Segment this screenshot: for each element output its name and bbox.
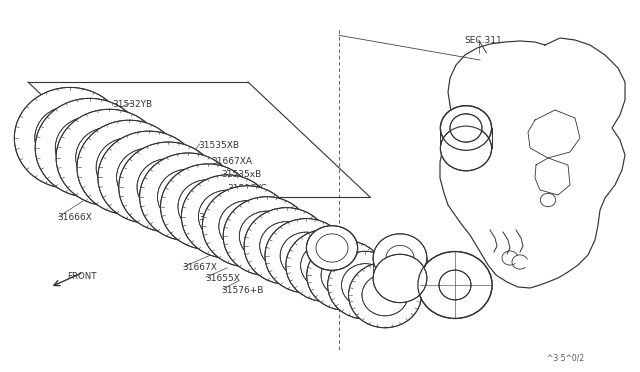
Ellipse shape xyxy=(439,270,471,300)
Text: 31666X: 31666X xyxy=(58,213,92,222)
Ellipse shape xyxy=(116,148,181,206)
Ellipse shape xyxy=(373,254,427,303)
Text: 31667XA: 31667XA xyxy=(211,157,252,166)
Ellipse shape xyxy=(161,164,255,250)
Ellipse shape xyxy=(418,251,492,318)
Ellipse shape xyxy=(440,126,492,171)
Text: 31535XB: 31535XB xyxy=(198,141,239,150)
Ellipse shape xyxy=(349,262,422,328)
Ellipse shape xyxy=(316,234,348,262)
Ellipse shape xyxy=(328,251,403,319)
Ellipse shape xyxy=(440,106,492,150)
Ellipse shape xyxy=(14,87,125,189)
Text: SEC.311: SEC.311 xyxy=(465,36,502,45)
Ellipse shape xyxy=(362,274,408,316)
Ellipse shape xyxy=(301,243,351,289)
Ellipse shape xyxy=(56,109,163,206)
Ellipse shape xyxy=(96,138,162,197)
Ellipse shape xyxy=(157,169,219,225)
Ellipse shape xyxy=(307,226,358,270)
Ellipse shape xyxy=(35,98,144,197)
Ellipse shape xyxy=(373,234,427,282)
Ellipse shape xyxy=(219,201,276,252)
Text: 31655XA: 31655XA xyxy=(275,237,316,246)
Text: 31506YC: 31506YC xyxy=(227,184,267,193)
Ellipse shape xyxy=(55,116,124,179)
Text: 31655X: 31655X xyxy=(205,274,239,283)
Ellipse shape xyxy=(286,230,366,302)
Ellipse shape xyxy=(98,131,200,223)
Ellipse shape xyxy=(307,240,385,310)
Ellipse shape xyxy=(77,120,181,215)
Ellipse shape xyxy=(321,253,370,298)
Text: ^3 5^0/2: ^3 5^0/2 xyxy=(547,354,584,363)
Ellipse shape xyxy=(76,127,143,188)
Ellipse shape xyxy=(540,193,556,207)
Text: 31532YB: 31532YB xyxy=(112,100,152,109)
Ellipse shape xyxy=(140,153,237,241)
Ellipse shape xyxy=(202,186,292,267)
Ellipse shape xyxy=(450,114,482,142)
Ellipse shape xyxy=(137,158,200,215)
Ellipse shape xyxy=(181,175,273,258)
Ellipse shape xyxy=(260,222,314,270)
Ellipse shape xyxy=(239,211,294,261)
Text: 31576+B: 31576+B xyxy=(221,286,263,295)
Ellipse shape xyxy=(223,197,310,276)
Ellipse shape xyxy=(244,208,329,284)
Ellipse shape xyxy=(198,190,257,243)
Text: 31667X: 31667X xyxy=(182,263,217,272)
Ellipse shape xyxy=(35,106,105,170)
Ellipse shape xyxy=(119,142,218,232)
Text: 31576+C: 31576+C xyxy=(198,213,241,222)
Text: FRONT: FRONT xyxy=(67,272,97,281)
Ellipse shape xyxy=(265,219,348,293)
Text: 31645X: 31645X xyxy=(250,224,284,233)
Text: 31535xB: 31535xB xyxy=(221,170,261,179)
Ellipse shape xyxy=(178,180,237,234)
Ellipse shape xyxy=(280,232,332,279)
Ellipse shape xyxy=(342,264,389,307)
Ellipse shape xyxy=(386,246,414,271)
